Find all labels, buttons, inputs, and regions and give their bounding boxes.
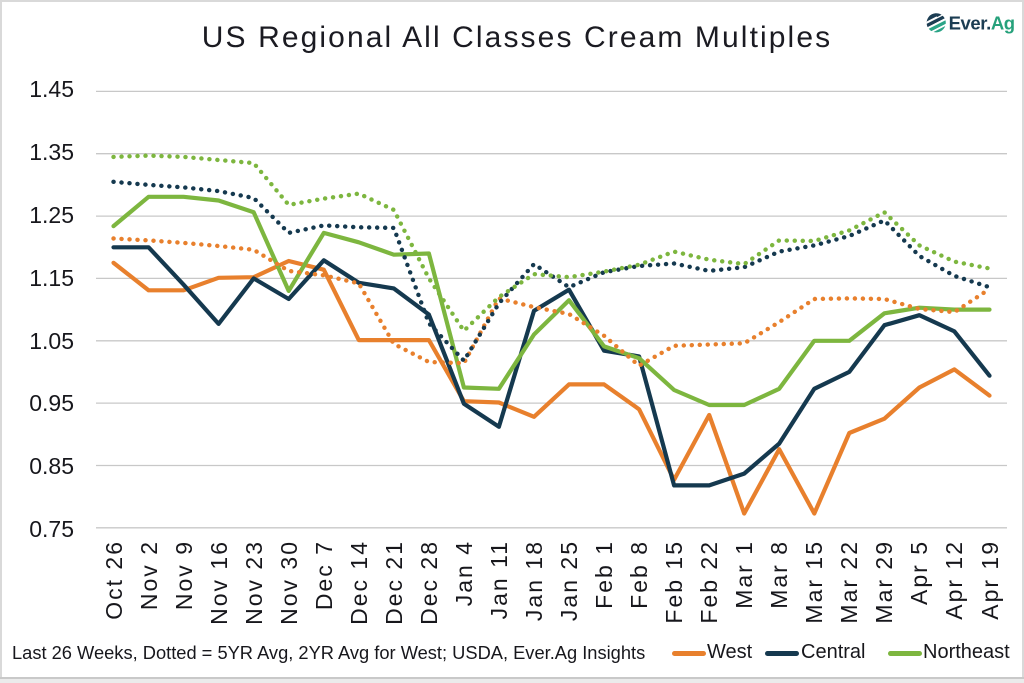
- svg-text:Ever.Ag: Ever.Ag: [949, 13, 1015, 34]
